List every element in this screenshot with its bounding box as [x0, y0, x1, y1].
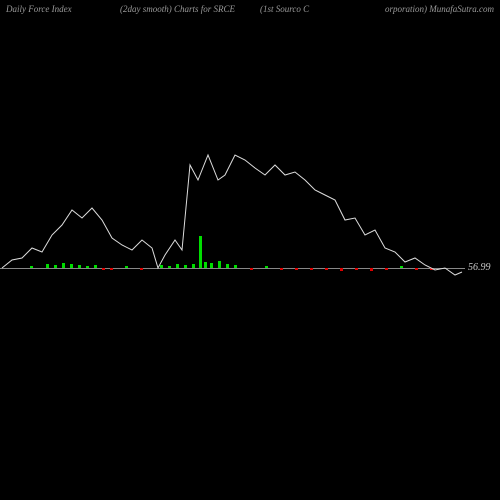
- price-label: 56.99: [468, 262, 491, 273]
- chart-area: 56.99: [0, 0, 500, 500]
- price-polyline: [2, 155, 462, 275]
- price-line: [0, 0, 500, 500]
